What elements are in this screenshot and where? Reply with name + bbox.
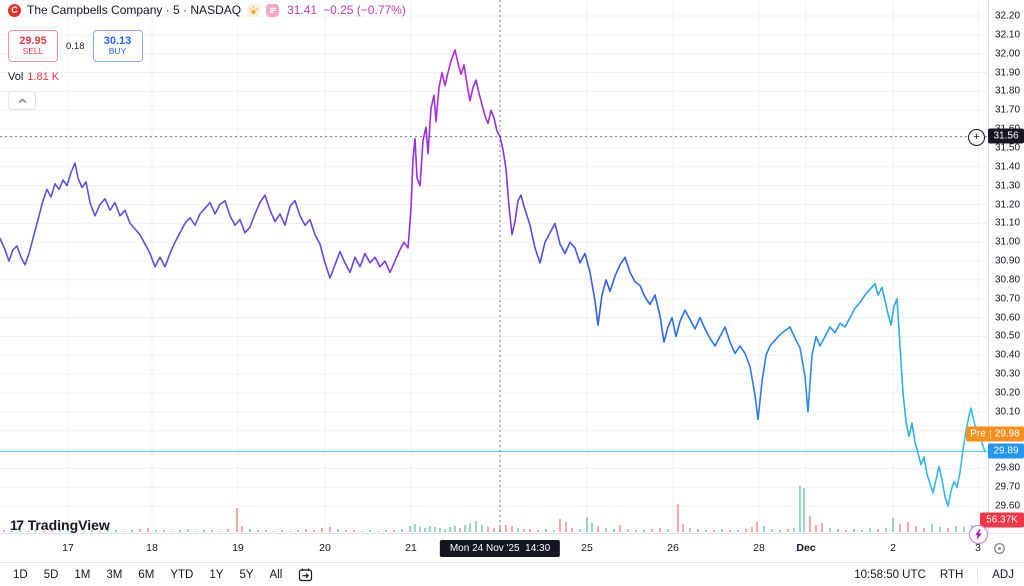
date-range-switcher: 1D 5D 1M 3M 6M YTD 1Y 5Y All: [0, 567, 289, 583]
x-axis-label: Dec: [796, 542, 816, 554]
bottom-toolbar: 1D 5D 1M 3M 6M YTD 1Y 5Y All 10:58:50 UTC RTH AD…: [0, 562, 1024, 586]
y-axis-label: 30.30: [995, 368, 1021, 380]
range-button-1y[interactable]: 1Y: [202, 567, 230, 583]
chevron-up-icon: [18, 98, 26, 103]
y-axis-label: 32.10: [995, 29, 1021, 41]
y-axis-label: 30.90: [995, 255, 1021, 267]
x-axis-label: 17: [62, 542, 74, 554]
y-axis-label: 31.90: [995, 67, 1021, 79]
y-axis-label: 32.20: [995, 10, 1021, 22]
y-axis-label: 31.50: [995, 142, 1021, 154]
symbol-logo: C: [8, 3, 21, 17]
lightning-badge-icon[interactable]: [969, 525, 988, 544]
y-axis-label: 31.30: [995, 180, 1021, 192]
premarket-price-tag: Pre 29.98: [966, 426, 1024, 442]
y-axis-label: 31.10: [995, 217, 1021, 229]
data-info-icon[interactable]: [266, 3, 280, 17]
spread-value: 0.18: [66, 40, 85, 52]
premarket-session-icon[interactable]: [247, 3, 261, 17]
sell-price: 29.95: [19, 34, 47, 47]
y-axis-label: 32.00: [995, 48, 1021, 60]
y-axis-label: 31.70: [995, 104, 1021, 116]
y-axis-label: 29.60: [995, 500, 1021, 512]
premarket-price: 29.98: [994, 428, 1020, 440]
volume-label: Vol: [8, 71, 24, 83]
clock-utc[interactable]: 10:58:50 UTC: [854, 569, 926, 581]
price-chart-plot-area[interactable]: [0, 0, 988, 533]
range-button-1d[interactable]: 1D: [6, 567, 35, 583]
y-axis-label: 30.70: [995, 293, 1021, 305]
tradingview-logo-icon: 17: [10, 517, 24, 533]
premarket-label: Pre: [970, 428, 986, 440]
crosshair-time-tag: Mon 24 Nov '25 14:30: [439, 540, 561, 557]
last-price-tag: 29.89: [988, 443, 1024, 459]
volume-value-tag: 56.37K: [980, 512, 1024, 528]
range-button-1m[interactable]: 1M: [67, 567, 97, 583]
y-axis-label: 31.40: [995, 161, 1021, 173]
go-to-date-button[interactable]: [297, 567, 314, 583]
adjust-button[interactable]: ADJ: [992, 569, 1014, 581]
collapse-legend-button[interactable]: [8, 91, 36, 110]
y-axis-label: 30.10: [995, 406, 1021, 418]
y-axis-label: 31.00: [995, 236, 1021, 248]
buy-button[interactable]: 30.13 BUY: [92, 30, 143, 62]
x-axis-label: 18: [146, 542, 158, 554]
x-axis-label: 26: [667, 542, 679, 554]
symbol-legend: C The Campbells Company · 5 · NASDAQ 31.…: [8, 2, 406, 110]
tag-divider: [989, 429, 991, 439]
crosshair-price-tag: 31.56: [988, 128, 1024, 144]
y-axis-label: 31.20: [995, 199, 1021, 210]
tradingview-watermark[interactable]: 17 TradingView: [10, 517, 110, 533]
toolbar-divider: [977, 568, 979, 582]
axis-settings-icon[interactable]: [992, 541, 1007, 556]
symbol-title[interactable]: The Campbells Company · 5 · NASDAQ: [27, 3, 242, 17]
price-line: [0, 49, 986, 507]
x-axis-label: 20: [319, 542, 331, 554]
tradingview-logo-text: TradingView: [27, 517, 110, 533]
y-axis-label: 29.70: [995, 481, 1021, 493]
x-axis-label: 2: [890, 542, 896, 554]
y-axis-label: 31.80: [995, 85, 1021, 97]
range-button-5y[interactable]: 5Y: [232, 567, 260, 583]
range-button-3m[interactable]: 3M: [99, 567, 129, 583]
x-axis-label: 19: [232, 542, 244, 554]
sell-label: SELL: [22, 46, 44, 57]
y-axis-label: 30.60: [995, 312, 1021, 324]
y-axis-label: 30.40: [995, 349, 1021, 361]
x-axis-label: 28: [753, 542, 765, 554]
lightning-bolt-icon: [975, 529, 982, 540]
buy-label: BUY: [108, 46, 127, 57]
range-button-ytd[interactable]: YTD: [163, 567, 200, 583]
last-price-value: 31.41: [287, 3, 318, 17]
price-change-value: −0.25 (−0.77%): [323, 3, 406, 17]
volume-bars: [3, 486, 985, 532]
grid-lines: [0, 0, 988, 533]
y-axis-label: 30.80: [995, 274, 1021, 286]
calendar-goto-icon: [299, 568, 313, 582]
range-button-6m[interactable]: 6M: [131, 567, 161, 583]
session-rth-button[interactable]: RTH: [939, 569, 964, 581]
add-alert-plus-icon[interactable]: +: [968, 129, 985, 146]
volume-session-value: 1.81 K: [27, 71, 60, 83]
x-axis-label: 21: [405, 542, 417, 554]
range-button-5d[interactable]: 5D: [37, 567, 66, 583]
range-button-all[interactable]: All: [263, 567, 290, 583]
x-axis-label: 3: [975, 542, 981, 554]
buy-price: 30.13: [103, 34, 132, 47]
x-axis-label: 25: [581, 542, 593, 554]
y-axis-label: 30.50: [995, 330, 1021, 342]
volume-legend: Vol 1.81 K: [8, 71, 406, 83]
y-axis-label: 30.20: [995, 387, 1021, 399]
sell-button[interactable]: 29.95 SELL: [8, 30, 58, 62]
y-axis-label: 29.80: [995, 462, 1021, 474]
